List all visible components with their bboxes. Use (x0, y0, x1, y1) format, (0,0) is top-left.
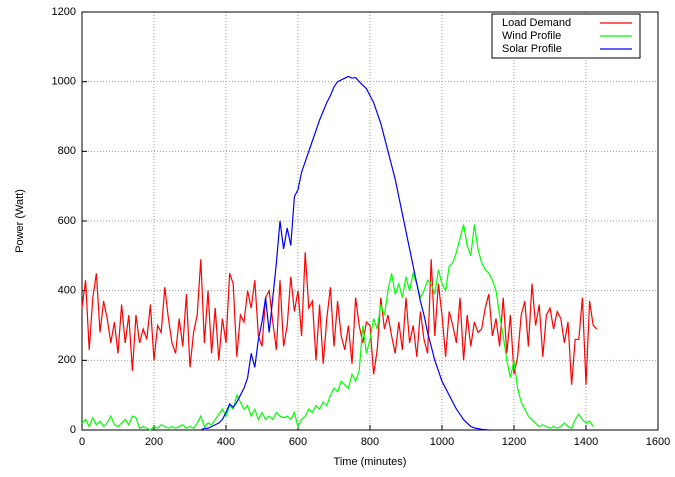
x-tick-label: 1000 (430, 436, 454, 448)
y-tick-label: 600 (58, 215, 76, 227)
y-tick-label: 800 (58, 145, 76, 157)
x-tick-label: 1600 (646, 436, 670, 448)
x-tick-label: 400 (217, 436, 235, 448)
legend-label: Wind Profile (502, 30, 561, 42)
y-tick-label: 1200 (52, 6, 76, 18)
plot-frame (81, 11, 659, 431)
y-tick-label: 1000 (52, 76, 76, 88)
x-tick-label: 800 (361, 436, 379, 448)
series-line (200, 75, 489, 431)
x-tick-label: 1400 (574, 436, 598, 448)
y-tick-label: 400 (58, 285, 76, 297)
series-line (81, 252, 598, 385)
y-tick-label: 200 (58, 354, 76, 366)
legend-label: Solar Profile (502, 43, 562, 55)
x-tick-label: 0 (79, 436, 85, 448)
y-axis-label: Power (Watt) (14, 189, 26, 253)
x-tick-label: 600 (289, 436, 307, 448)
series-line (81, 224, 594, 431)
legend-label: Load Demand (502, 17, 571, 29)
x-axis-label: Time (minutes) (334, 456, 407, 468)
x-tick-label: 200 (145, 436, 163, 448)
x-tick-label: 1200 (502, 436, 526, 448)
y-tick-label: 0 (70, 424, 76, 436)
